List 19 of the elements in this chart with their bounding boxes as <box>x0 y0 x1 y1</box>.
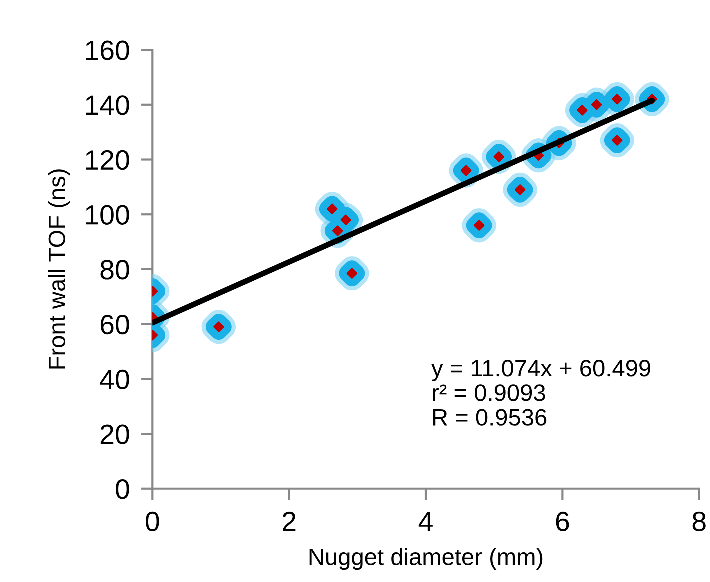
y-tick-label: 140 <box>86 96 130 116</box>
y-tick-label: 100 <box>86 205 130 225</box>
annotation: R = 0.9536 <box>433 409 547 426</box>
y-tick-label: 160 <box>86 40 130 60</box>
y-tick-label: 80 <box>100 260 130 280</box>
y-tick-label: 60 <box>100 314 130 335</box>
annotation: y = 11.074x + 60.499 <box>432 360 650 382</box>
x-tick-label: 4 <box>418 512 433 532</box>
x-tick-label: 8 <box>692 512 706 532</box>
y-tick-label: 120 <box>86 150 130 170</box>
x-tick-label: 2 <box>283 512 296 532</box>
y-tick-label: 40 <box>100 370 130 390</box>
y-tick-label: 20 <box>100 424 130 444</box>
y-tick-label: 0 <box>116 480 130 500</box>
x-tick-label: 6 <box>556 512 570 532</box>
x-axis-title: Nugget diameter (mm) <box>310 548 543 570</box>
y-axis-title: Front wall TOF (ns) <box>48 170 70 369</box>
annotation: r² = 0.9093 <box>433 384 546 402</box>
x-tick-label: 0 <box>146 512 160 532</box>
